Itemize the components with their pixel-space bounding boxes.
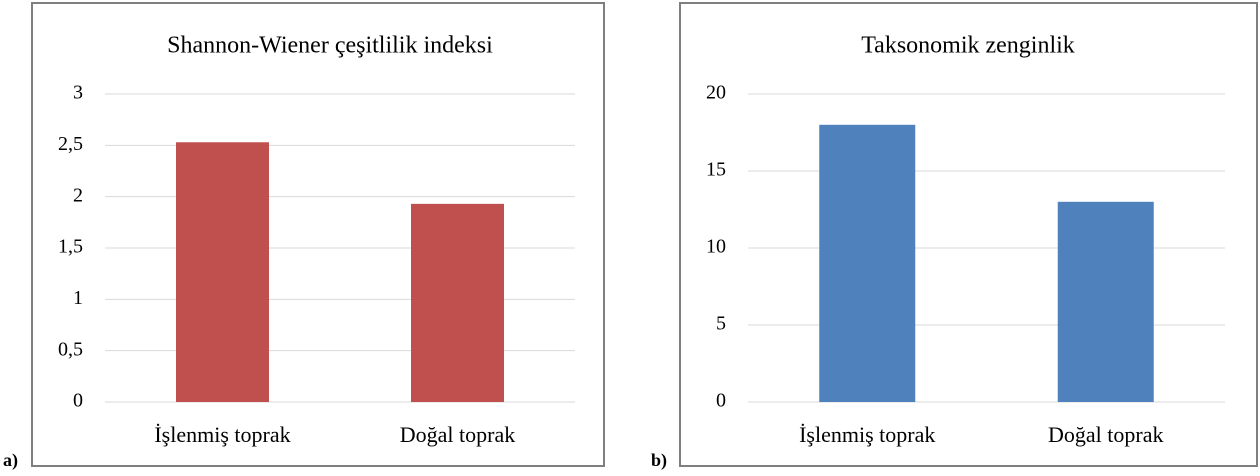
bar (1057, 201, 1154, 402)
bar (176, 142, 269, 402)
y-tick-label: 0 (73, 390, 83, 412)
y-tick-label: 0 (716, 390, 726, 412)
y-tick-label: 20 (706, 82, 726, 104)
y-tick-label: 2,5 (58, 133, 83, 155)
bar (819, 124, 916, 403)
chart-title: Shannon-Wiener çeşitlilik indeksi (167, 33, 493, 59)
x-tick-label: İşlenmiş toprak (154, 422, 290, 447)
panel-label: b) (651, 450, 667, 471)
bar (411, 203, 504, 402)
x-tick-label: Doğal toprak (1048, 422, 1163, 447)
x-tick-label: İşlenmiş toprak (799, 422, 935, 447)
chart-frame (31, 2, 605, 467)
y-tick-label: 2 (73, 184, 83, 206)
y-tick-label: 3 (73, 82, 83, 104)
x-tick-label: Doğal toprak (400, 422, 515, 447)
y-tick-label: 1,5 (58, 236, 83, 258)
panel-label: a) (3, 450, 18, 471)
chart-title: Taksonomik zenginlik (861, 33, 1075, 59)
y-tick-label: 1 (73, 287, 83, 309)
chart-frame (679, 2, 1258, 467)
y-tick-label: 15 (706, 159, 726, 181)
y-tick-label: 0,5 (58, 338, 83, 360)
y-tick-label: 10 (706, 236, 726, 258)
y-tick-label: 5 (716, 313, 726, 335)
